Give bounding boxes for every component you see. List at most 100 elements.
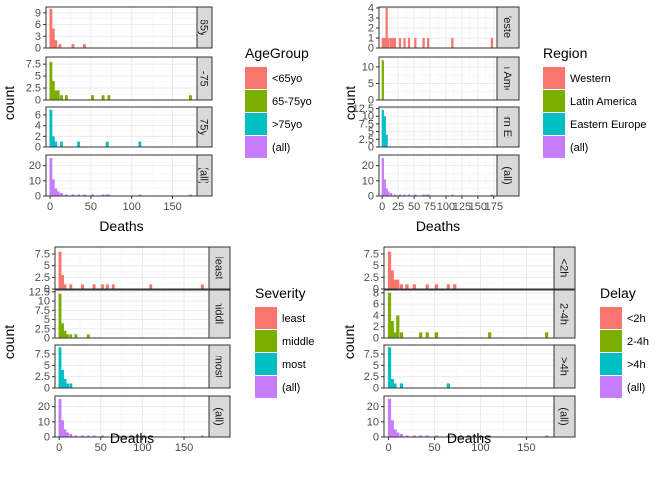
x-tick-label: 100 bbox=[437, 201, 455, 213]
facet-strip bbox=[553, 344, 576, 389]
histogram-bar bbox=[61, 420, 64, 437]
histogram-bar bbox=[451, 194, 454, 196]
histogram-bar bbox=[74, 334, 78, 338]
histogram-bar bbox=[434, 435, 438, 437]
panel-65-75yo: 02.557.5 65-75yo bbox=[26, 56, 213, 107]
legend-swatch bbox=[543, 113, 565, 135]
histogram-bar bbox=[434, 332, 438, 338]
panel-least: 02.557.5 least bbox=[35, 246, 231, 296]
histogram-bar bbox=[407, 194, 411, 196]
histogram-bar bbox=[105, 284, 109, 289]
legend-swatch bbox=[543, 136, 565, 158]
histogram-bar bbox=[69, 284, 73, 289]
histogram-bar bbox=[393, 38, 397, 48]
panel-background bbox=[55, 345, 209, 388]
histogram-bar bbox=[403, 38, 406, 48]
histogram-bar bbox=[425, 194, 428, 196]
histogram-bar bbox=[390, 38, 393, 48]
legend-label: Eastern Europe bbox=[570, 119, 646, 131]
x-tick-label: 100 bbox=[133, 442, 151, 454]
histogram-bar bbox=[138, 194, 142, 196]
y-tick-label: 5 bbox=[373, 260, 379, 272]
histogram-bar bbox=[426, 38, 430, 48]
legend-label: least bbox=[282, 313, 305, 325]
histogram-bar bbox=[81, 435, 84, 437]
legend-swatch bbox=[543, 90, 565, 112]
facet-strip bbox=[496, 56, 520, 101]
y-tick-label: 7.5 bbox=[359, 118, 374, 130]
facet-strip-label: (all) bbox=[213, 407, 225, 425]
histogram-bar bbox=[54, 90, 58, 100]
y-tick-label: 0 bbox=[35, 43, 41, 55]
histogram-bar bbox=[393, 194, 397, 196]
histogram-bar bbox=[396, 279, 400, 289]
histogram-bar bbox=[545, 332, 549, 338]
histogram-bar bbox=[390, 420, 394, 437]
legend-swatch bbox=[245, 67, 267, 89]
panel-latin-america: 0 5 10 Latin America bbox=[362, 56, 520, 107]
y-tick-label: 7.5 bbox=[35, 249, 50, 261]
y-tick-label: 10 bbox=[362, 175, 374, 187]
facet-strip-label: >4h bbox=[558, 357, 570, 376]
facet-strip bbox=[496, 106, 520, 148]
x-axis-title: Deaths bbox=[99, 218, 143, 234]
histogram-bar bbox=[58, 399, 62, 437]
histogram-bar bbox=[387, 399, 392, 437]
y-tick-label: 20 bbox=[29, 160, 41, 172]
facet-strip-label: <65yo bbox=[198, 12, 210, 42]
legend-swatch bbox=[600, 353, 622, 375]
histogram-bar bbox=[488, 332, 492, 338]
histogram-bar bbox=[490, 194, 494, 196]
histogram-bar bbox=[453, 284, 457, 289]
histogram-bar bbox=[56, 90, 60, 100]
histogram-bar bbox=[381, 38, 384, 48]
histogram-bar bbox=[91, 194, 94, 196]
histogram-bar bbox=[49, 8, 53, 48]
panel-lt2h: 02.557.5 <2h bbox=[364, 246, 576, 296]
x-tick-label: 150 bbox=[469, 201, 487, 213]
x-tick-label: 50 bbox=[408, 201, 420, 213]
histogram-bar bbox=[419, 435, 423, 437]
histogram-bar bbox=[51, 179, 55, 196]
y-tick-label: 2.5 bbox=[364, 272, 379, 284]
y-tick-label: 0 bbox=[44, 333, 50, 345]
y-tick-label: 0 bbox=[368, 95, 374, 107]
histogram-bar bbox=[414, 38, 417, 48]
histogram-bar bbox=[138, 141, 142, 147]
y-tick-label: 7.5 bbox=[35, 349, 50, 361]
legend-title: AgeGroup bbox=[245, 45, 309, 61]
y-tick-label: 5 bbox=[368, 78, 374, 90]
histogram-bar bbox=[383, 116, 386, 147]
y-tick-label: 5 bbox=[373, 360, 379, 372]
y-tick-label: 5 bbox=[44, 314, 50, 326]
histogram-bar bbox=[453, 435, 457, 437]
histogram-bar bbox=[117, 435, 121, 437]
legend: Region Western Latin America Eastern Europe… bbox=[543, 45, 646, 158]
y-tick-label: 6 bbox=[373, 299, 379, 311]
y-axis-title: count bbox=[1, 86, 17, 120]
histogram-bar bbox=[58, 251, 62, 289]
x-tick-label: 175 bbox=[485, 201, 503, 213]
histogram-bar bbox=[92, 435, 96, 437]
x-tick-label: 75 bbox=[424, 201, 436, 213]
histogram-bar bbox=[189, 95, 192, 100]
y-tick-label: 7.5 bbox=[364, 349, 379, 361]
panel-background bbox=[55, 396, 209, 437]
legend-label: (all) bbox=[282, 382, 300, 394]
y-tick-label: 2.5 bbox=[35, 323, 50, 335]
y-tick-label: 2 bbox=[368, 23, 374, 35]
facet-strip bbox=[208, 395, 231, 438]
y-tick-label: 0 bbox=[35, 95, 41, 107]
histogram-bar bbox=[107, 95, 111, 100]
panel-background bbox=[55, 290, 209, 338]
histogram-bar bbox=[49, 61, 53, 100]
histogram-bar bbox=[393, 332, 397, 338]
y-tick-label: 2.5 bbox=[359, 134, 374, 146]
legend-label: <65yo bbox=[272, 73, 302, 85]
y-tick-label: 10 bbox=[38, 296, 50, 308]
x-tick-label: 0 bbox=[56, 442, 62, 454]
y-tick-label: 0 bbox=[44, 383, 50, 395]
histogram-bar bbox=[391, 38, 395, 48]
y-tick-label: 8 bbox=[373, 287, 379, 299]
